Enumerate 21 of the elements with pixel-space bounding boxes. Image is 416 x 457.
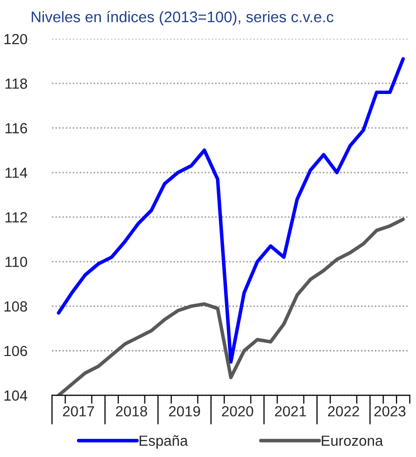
line-series [56, 218, 405, 396]
x-tick-label: 2018 [116, 406, 148, 416]
legend-label: España [140, 435, 188, 449]
line-series [56, 57, 405, 364]
y-tick-label: 116 [6, 123, 28, 134]
x-tick-label: 2023 [374, 406, 406, 416]
legend-label: Eurozona [322, 436, 384, 446]
chart-title: Niveles en índices (2013=100), series c.v.e.c [32, 10, 334, 26]
x-tick-label: 2020 [222, 406, 254, 416]
y-tick-label: 104 [4, 390, 28, 401]
x-tick-label: 2022 [328, 406, 359, 416]
x-tick-label: 2019 [169, 406, 200, 416]
y-tick-label: 120 [4, 34, 28, 44]
y-tick-label: 110 [6, 256, 28, 268]
y-tick-label: 112 [6, 212, 27, 222]
x-tick-label: 2017 [63, 406, 94, 416]
x-tick-label: 2021 [275, 406, 306, 416]
y-tick-label: 114 [6, 168, 28, 178]
y-tick-label: 118 [6, 78, 28, 89]
y-tick-label: 106 [4, 346, 28, 356]
y-tick-label: 108 [4, 301, 28, 312]
